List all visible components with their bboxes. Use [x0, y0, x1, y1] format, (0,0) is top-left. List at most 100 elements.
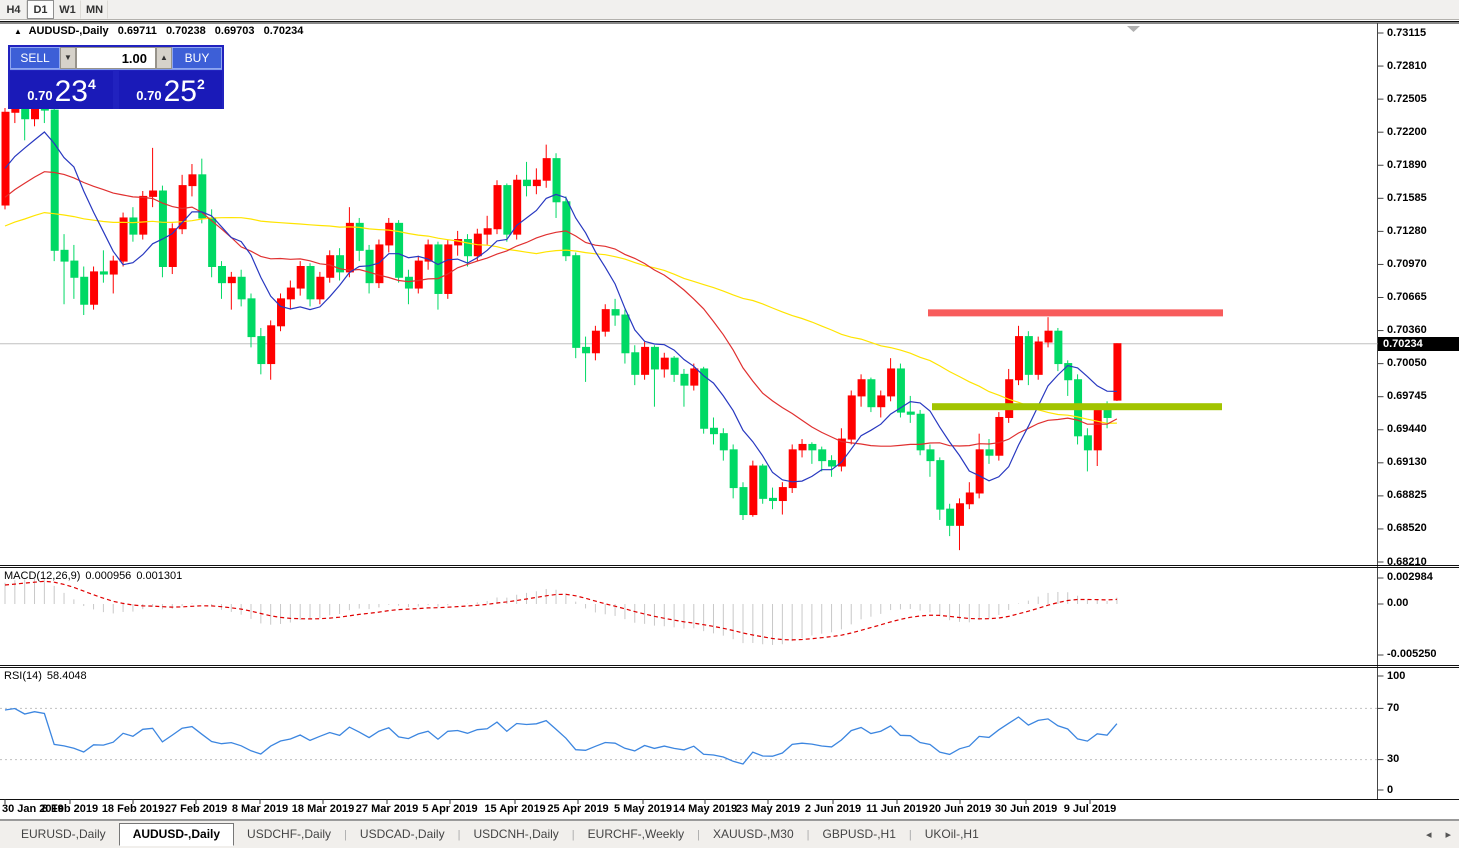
tab-separator: | [457, 828, 461, 841]
symbol-tab-bar: EURUSD-,Daily AUDUSD-,Daily USDCHF-,Daily |… [0, 820, 1459, 848]
tab-eurchf-weekly[interactable]: EURCHF-,Weekly [587, 827, 685, 841]
sell-price-pipette: 4 [87, 76, 96, 92]
date-label: 5 May 2019 [613, 803, 673, 815]
support-line[interactable] [932, 403, 1222, 411]
macd-name: MACD(12,26,9) [4, 570, 81, 582]
date-label: 20 Jun 2019 [928, 803, 992, 815]
timeframe-button-mn[interactable]: MN [81, 0, 108, 19]
volume-decrease-button[interactable]: ▼ [60, 47, 76, 69]
date-label: 9 Jul 2019 [1063, 803, 1117, 815]
current-price-tag: 0.70234 [1378, 337, 1459, 351]
volume-increase-button[interactable]: ▲ [156, 47, 172, 69]
date-label: 14 May 2019 [672, 803, 738, 815]
axis-ticks [4, 32, 1384, 804]
tab-usdchf-daily[interactable]: USDCHF-,Daily [247, 827, 332, 841]
tab-usdcnh-daily[interactable]: USDCNH-,Daily [473, 827, 559, 841]
ma-mid-line [4, 171, 1118, 447]
date-label: 18 Mar 2019 [291, 803, 355, 815]
price-axis-label: 0.69440 [1387, 423, 1427, 436]
buy-price-display[interactable]: 0.70 25 2 [119, 71, 222, 109]
price-axis-label: 0.70970 [1387, 257, 1427, 270]
date-label: 8 Feb 2019 [41, 803, 99, 815]
tab-ukoil-h1[interactable]: UKOil-,H1 [924, 827, 979, 841]
sell-price-prefix: 0.70 [27, 88, 53, 103]
tab-scroll-arrows: ◂ ▸ [1426, 828, 1451, 841]
buy-price-prefix: 0.70 [136, 88, 162, 103]
price-axis-label: 0.72810 [1387, 59, 1427, 72]
tab-separator: | [344, 828, 347, 841]
price-axis-label: 0.69745 [1387, 390, 1427, 403]
rsi-value: 58.4048 [46, 670, 87, 682]
tab-scroll-right-icon[interactable]: ▸ [1445, 829, 1451, 841]
candlestick-series [1, 93, 1122, 551]
price-axis-label: 0.71280 [1387, 224, 1427, 237]
rsi-caption: RSI(14) 58.4048 [4, 670, 92, 682]
rsi-axis-label: 70 [1387, 702, 1400, 714]
symbol-name: AUDUSD-,Daily [28, 25, 109, 37]
macd-axis-min: -0.005250 [1387, 648, 1437, 660]
scroll-to-end-marker-icon[interactable] [1127, 26, 1140, 32]
timeframe-button-h4[interactable]: H4 [0, 0, 27, 19]
buy-price-pipette: 2 [196, 76, 205, 92]
price-axis-label: 0.70665 [1387, 291, 1427, 303]
rsi-line [4, 707, 1118, 765]
tab-audusd-daily[interactable]: AUDUSD-,Daily [118, 823, 235, 846]
macd-axis-zero: 0.00 [1387, 597, 1409, 609]
sell-price-display[interactable]: 0.70 23 4 [10, 71, 113, 109]
chevron-up-icon: ▲ [160, 53, 168, 62]
quote-open: 0.69711 [117, 25, 157, 37]
date-label: 27 Mar 2019 [355, 803, 419, 815]
sell-button[interactable]: SELL [10, 47, 60, 69]
quote-high: 0.70238 [165, 25, 206, 37]
macd-caption: MACD(12,26,9) 0.000956 0.001301 [4, 570, 187, 582]
date-label: 23 May 2019 [735, 803, 801, 815]
date-label: 15 Apr 2019 [484, 803, 546, 815]
rsi-axis-label: 100 [1387, 670, 1406, 682]
resistance-line[interactable] [928, 309, 1223, 317]
tab-gbpusd-h1[interactable]: GBPUSD-,H1 [822, 827, 896, 841]
tab-separator: | [697, 828, 700, 841]
buy-price-big: 25 [163, 75, 197, 108]
quote-close: 0.70234 [263, 25, 304, 37]
price-axis-label: 0.71890 [1387, 158, 1427, 171]
timeframe-toolbar: H4 D1 W1 MN [0, 0, 1459, 20]
quote-low: 0.69703 [214, 25, 255, 37]
volume-input[interactable] [76, 47, 156, 69]
date-label: 30 Jun 2019 [994, 803, 1058, 815]
tab-separator: | [908, 828, 912, 841]
price-axis-label: 0.71585 [1387, 191, 1427, 204]
date-label: 25 Apr 2019 [547, 803, 609, 815]
macd-axis-max: 0.002984 [1387, 571, 1433, 583]
tab-scroll-left-icon[interactable]: ◂ [1425, 829, 1432, 841]
date-label: 5 Apr 2019 [422, 803, 478, 815]
date-label: 30 Jan 2019 [2, 803, 64, 815]
timeframe-button-w1[interactable]: W1 [54, 0, 81, 19]
price-axis-label: 0.68210 [1387, 555, 1427, 568]
price-axis-label: 0.72200 [1387, 125, 1427, 138]
chart-title: ▲ AUDUSD-,Daily 0.69711 0.70238 0.69703 … [14, 25, 309, 37]
price-axis-label: 0.68825 [1387, 489, 1427, 502]
rsi-axis-label: 30 [1387, 753, 1400, 765]
tab-eurusd-daily[interactable]: EURUSD-,Daily [21, 827, 106, 841]
rsi-axis-label: 0 [1387, 784, 1394, 796]
date-label: 11 Jun 2019 [866, 803, 928, 815]
date-label: 8 Mar 2019 [231, 803, 289, 815]
chevron-down-icon: ▼ [64, 53, 72, 62]
rsi-name: RSI(14) [4, 670, 42, 682]
date-label: 27 Feb 2019 [164, 803, 228, 815]
price-axis-label: 0.70360 [1387, 324, 1427, 337]
macd-histogram [4, 578, 1118, 645]
buy-button[interactable]: BUY [172, 47, 222, 69]
macd-signal-value: 0.001301 [136, 570, 183, 582]
tab-usdcad-daily[interactable]: USDCAD-,Daily [359, 827, 445, 841]
price-axis-label: 0.73115 [1387, 26, 1427, 39]
date-label: 18 Feb 2019 [101, 803, 165, 815]
ma-slow-line [4, 211, 1117, 424]
price-axis-label: 0.68520 [1387, 522, 1427, 535]
tab-xauusd-m30[interactable]: XAUUSD-,M30 [712, 827, 794, 841]
sell-price-big: 23 [54, 75, 88, 108]
timeframe-button-d1[interactable]: D1 [27, 0, 54, 19]
tab-separator: | [571, 828, 575, 841]
collapse-triangle-icon: ▲ [14, 27, 22, 36]
